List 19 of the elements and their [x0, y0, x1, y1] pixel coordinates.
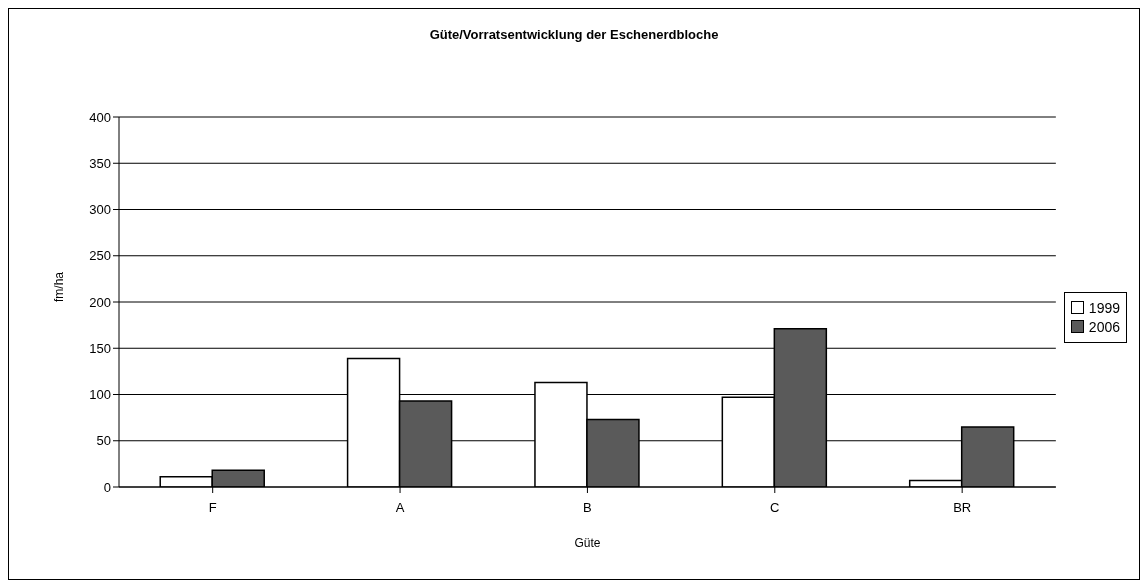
x-tick-label: C: [770, 500, 780, 516]
y-tick-label: 50: [96, 433, 111, 449]
y-tick-label: 250: [89, 248, 111, 264]
y-tick-label: 400: [89, 109, 111, 125]
y-tick-label: 0: [103, 479, 111, 495]
y-axis-title: fm/ha: [52, 271, 67, 302]
x-tick-label: BR: [953, 500, 972, 516]
y-tick-label: 300: [89, 202, 111, 218]
x-axis-title: Güte: [574, 536, 601, 550]
chart-title: Güte/Vorratsentwicklung der Eschenerdbloche: [428, 27, 720, 42]
x-tick-label: B: [583, 500, 592, 516]
x-tick-label: A: [395, 500, 405, 516]
x-tick-label: F: [208, 500, 217, 516]
y-tick-label: 200: [89, 294, 111, 310]
legend-label: 2006: [1088, 318, 1120, 335]
y-tick-label: 150: [89, 340, 111, 356]
y-tick-label: 350: [89, 155, 111, 171]
y-tick-label: 100: [89, 387, 111, 403]
legend-label: 1999: [1088, 299, 1120, 316]
